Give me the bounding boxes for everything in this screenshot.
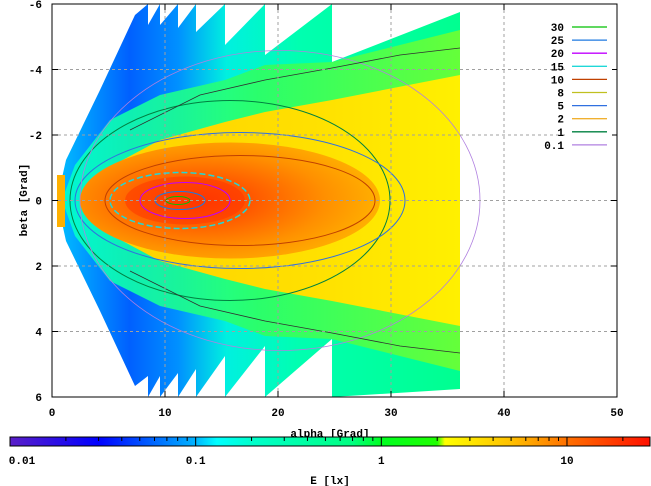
y-tick-label: 6 [35, 393, 42, 405]
legend-label: 15 [551, 62, 565, 74]
legend-label: 5 [557, 102, 564, 114]
colorbar-tick-label: 1 [378, 456, 385, 468]
colorbar-ticks: 0.01 0.1 1 10 [9, 437, 624, 468]
legend-label: 10 [551, 75, 564, 87]
colorbar-tick-label: 0.01 [9, 456, 36, 468]
colorbar-label: E [lx] [310, 476, 350, 486]
y-tick-label: -4 [29, 66, 43, 78]
axis-ticks: 0 10 20 30 40 50 -6 -4 -2 0 2 4 6 [29, 0, 624, 420]
y-tick-label: 0 [35, 197, 42, 209]
legend-label: 8 [557, 89, 564, 101]
x-tick-label: 40 [497, 408, 510, 420]
y-axis-label: beta [Grad] [19, 164, 31, 237]
y-tick-label: 4 [35, 328, 42, 340]
legend-label: 30 [551, 23, 564, 35]
contour-20 [139, 182, 231, 219]
x-tick-label: 0 [49, 408, 56, 420]
colorbar-tick-label: 0.1 [186, 456, 206, 468]
legend-label: 1 [557, 128, 564, 140]
y-tick-label: 2 [35, 262, 42, 274]
legend-label: 2 [557, 115, 564, 127]
heatmap-area [57, 4, 481, 397]
x-tick-label: 10 [158, 408, 171, 420]
legend-label: 20 [551, 49, 564, 61]
colorbar [9, 436, 651, 447]
x-tick-label: 50 [610, 408, 623, 420]
contour-outer-top [129, 47, 461, 131]
legend-label: 0.1 [544, 141, 564, 153]
contour-5 [74, 132, 406, 269]
x-tick-label: 20 [271, 408, 284, 420]
contour-10 [104, 155, 376, 246]
contour-outer-bottom [129, 270, 461, 354]
grid [52, 4, 617, 397]
legend-label: 25 [551, 36, 565, 48]
y-tick-label: -6 [29, 0, 42, 12]
colorbar-tick-label: 10 [560, 456, 573, 468]
y-tick-label: -2 [29, 131, 42, 143]
x-tick-label: 30 [384, 408, 397, 420]
